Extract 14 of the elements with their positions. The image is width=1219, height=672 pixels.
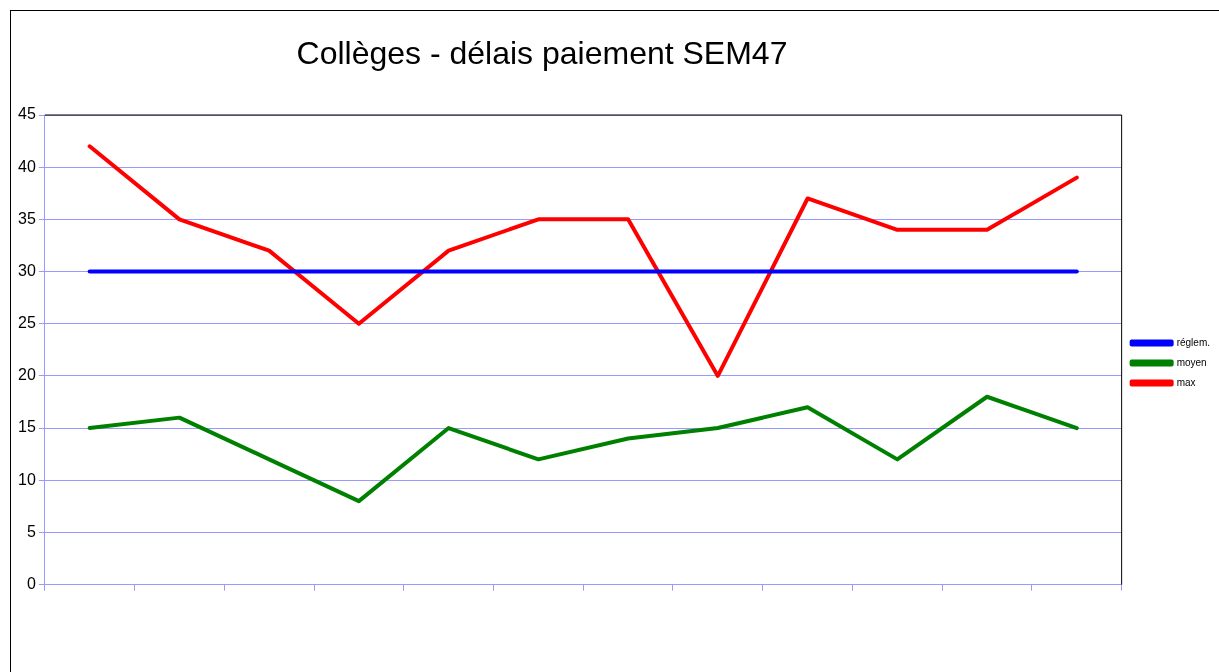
y-tick-label: 45 xyxy=(18,105,36,123)
y-tick-label: 25 xyxy=(18,314,36,332)
y-tick-label: 5 xyxy=(26,522,36,540)
legend-label: réglem. xyxy=(1176,336,1211,348)
chart-title: Collèges - délais paiement SEM47 xyxy=(295,35,789,72)
y-tick-label: 20 xyxy=(18,366,36,384)
y-tick-label: 30 xyxy=(18,261,36,279)
y-tick-label: 35 xyxy=(18,209,36,227)
legend-label: max xyxy=(1176,376,1196,388)
y-tick-label: 40 xyxy=(18,157,36,175)
legend-label: moyen xyxy=(1176,356,1207,368)
y-tick-label: 15 xyxy=(18,418,36,436)
y-tick-label: 0 xyxy=(26,575,36,593)
y-tick-label: 10 xyxy=(18,470,36,488)
